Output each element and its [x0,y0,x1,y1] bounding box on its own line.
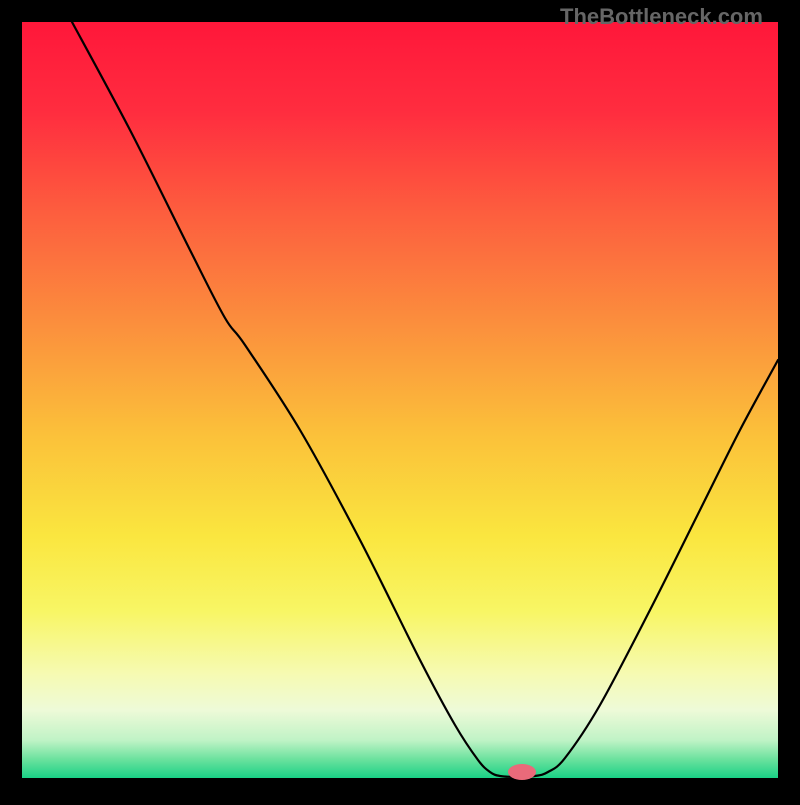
plot-area [22,22,778,778]
optimal-marker [508,764,536,780]
watermark-text: TheBottleneck.com [560,4,763,30]
bottleneck-chart: TheBottleneck.com [0,0,800,800]
chart-svg [0,0,800,800]
